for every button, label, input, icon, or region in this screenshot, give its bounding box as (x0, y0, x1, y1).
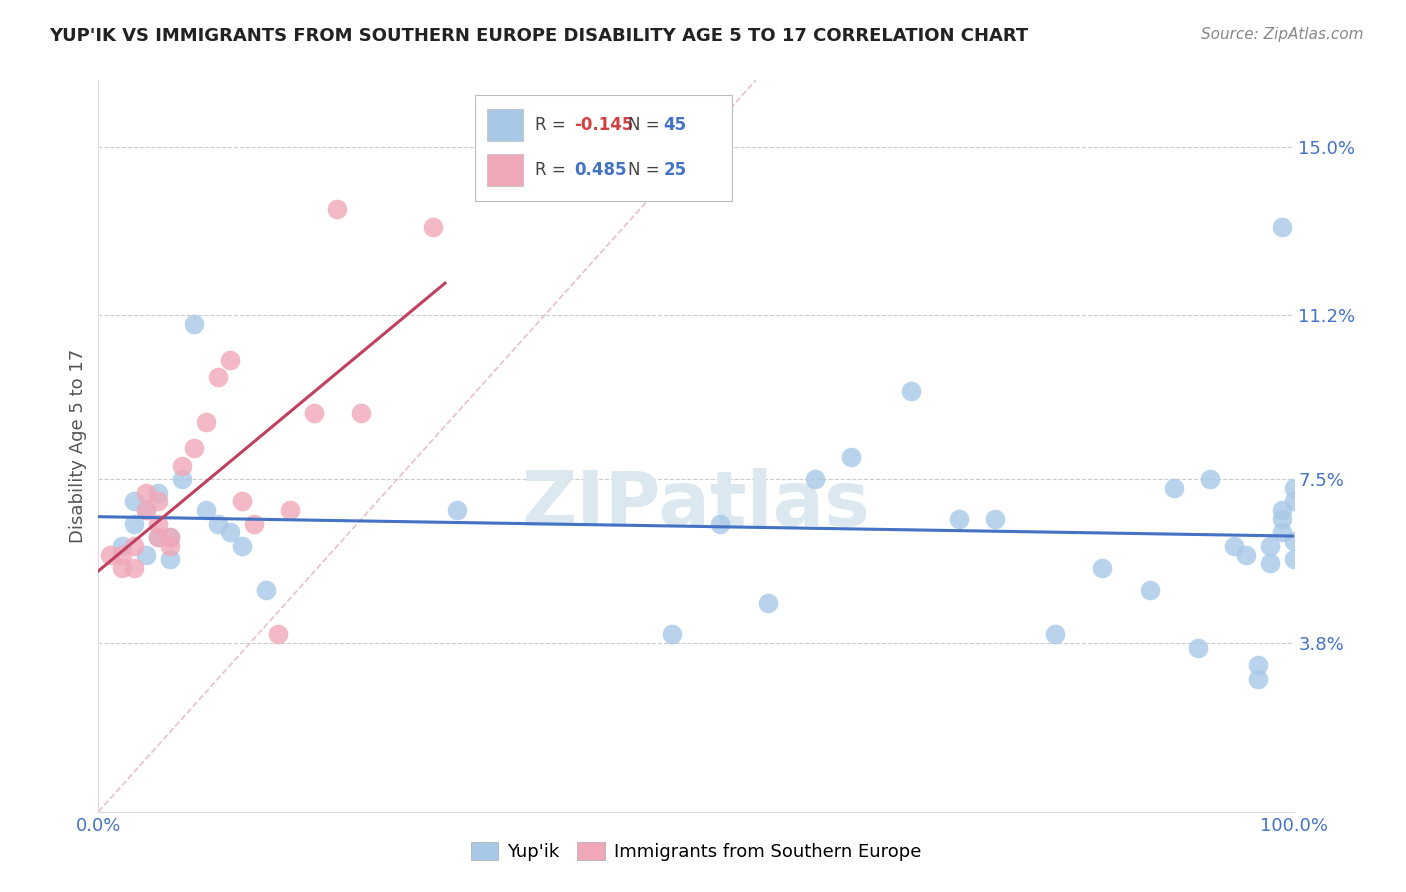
Point (1199, 472, 1222, 486)
Text: 45: 45 (664, 116, 686, 134)
Point (148, 494, 170, 508)
FancyBboxPatch shape (486, 154, 523, 186)
FancyBboxPatch shape (486, 109, 523, 141)
Legend: Yup'ik, Immigrants from Southern Europe: Yup'ik, Immigrants from Southern Europe (464, 835, 928, 869)
Point (124, 494, 146, 508)
Point (159, 530, 181, 544)
Point (1282, 534, 1305, 549)
Point (350, 406, 373, 420)
Point (135, 503, 157, 517)
Point (135, 485, 157, 500)
Point (231, 539, 253, 553)
Point (124, 516, 146, 531)
Point (1271, 525, 1294, 540)
Point (219, 525, 242, 540)
Text: Source: ZipAtlas.com: Source: ZipAtlas.com (1201, 27, 1364, 42)
Point (278, 503, 301, 517)
Point (709, 516, 731, 531)
Point (159, 539, 181, 553)
Point (111, 548, 134, 562)
Text: 25: 25 (664, 161, 686, 179)
Text: N =: N = (628, 116, 665, 134)
Point (159, 530, 181, 544)
Point (1043, 627, 1066, 641)
Point (135, 503, 157, 517)
Point (1223, 539, 1246, 553)
Point (302, 406, 325, 420)
Point (183, 441, 205, 455)
Point (1139, 583, 1161, 598)
Point (148, 485, 170, 500)
Point (231, 494, 253, 508)
Text: R =: R = (534, 161, 571, 179)
Point (1282, 494, 1305, 508)
Point (804, 472, 827, 486)
Text: R =: R = (534, 116, 571, 134)
Point (948, 512, 970, 526)
Point (172, 472, 194, 486)
Text: -0.145: -0.145 (574, 116, 634, 134)
Text: 0.485: 0.485 (574, 161, 627, 179)
Point (1247, 658, 1270, 673)
Text: ZIPatlas: ZIPatlas (522, 467, 870, 541)
Point (1187, 640, 1209, 655)
Point (841, 450, 863, 464)
Point (1282, 481, 1305, 495)
Point (446, 503, 468, 517)
Point (148, 530, 170, 544)
Point (183, 317, 205, 331)
Point (422, 219, 444, 234)
Point (1271, 512, 1294, 526)
Point (1282, 552, 1305, 566)
Point (159, 552, 181, 566)
Point (661, 627, 683, 641)
Point (148, 530, 170, 544)
Point (900, 384, 922, 398)
Point (98, 548, 122, 562)
Text: N =: N = (628, 161, 665, 179)
FancyBboxPatch shape (475, 95, 733, 201)
Point (326, 202, 349, 216)
Point (1091, 561, 1114, 575)
Point (254, 583, 277, 598)
Point (984, 512, 1007, 526)
Point (756, 596, 779, 610)
Point (135, 548, 157, 562)
Point (1234, 548, 1257, 562)
Point (207, 516, 229, 531)
Point (1271, 503, 1294, 517)
Point (124, 539, 146, 553)
Point (1247, 672, 1270, 686)
Point (1271, 219, 1294, 234)
Point (111, 561, 134, 575)
Point (124, 561, 146, 575)
Point (172, 458, 194, 473)
Text: YUP'IK VS IMMIGRANTS FROM SOUTHERN EUROPE DISABILITY AGE 5 TO 17 CORRELATION CHA: YUP'IK VS IMMIGRANTS FROM SOUTHERN EUROP… (49, 27, 1028, 45)
Y-axis label: Disability Age 5 to 17: Disability Age 5 to 17 (69, 349, 87, 543)
Point (195, 503, 218, 517)
Point (1163, 481, 1185, 495)
Point (111, 539, 134, 553)
Point (148, 516, 170, 531)
Point (1258, 539, 1281, 553)
Point (195, 415, 218, 429)
Point (219, 352, 242, 367)
Point (1258, 557, 1281, 571)
Point (207, 370, 229, 384)
Point (267, 627, 290, 641)
Point (243, 516, 266, 531)
